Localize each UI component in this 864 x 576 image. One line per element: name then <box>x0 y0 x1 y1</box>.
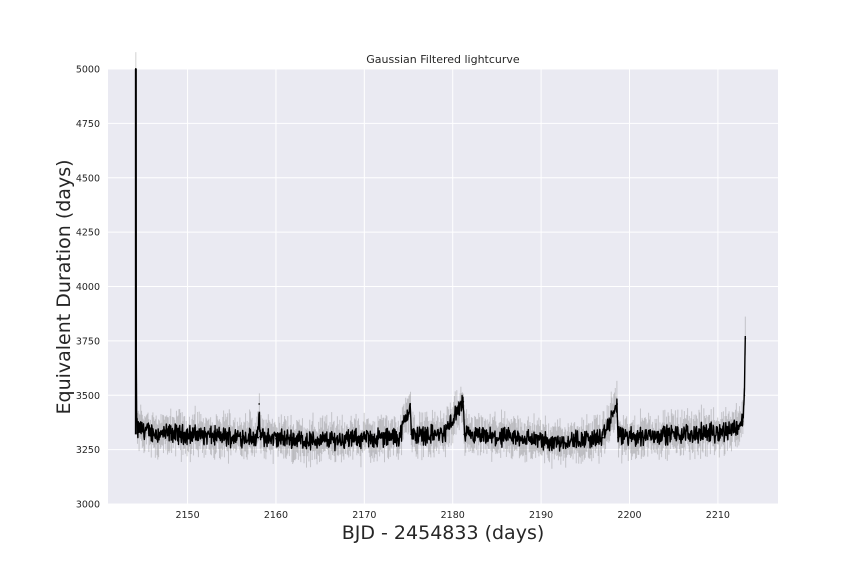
data-point <box>463 433 466 436</box>
data-point <box>135 383 138 386</box>
data-point <box>717 431 719 434</box>
data-point <box>398 435 401 438</box>
data-point <box>135 420 138 423</box>
data-point <box>646 434 648 437</box>
grid <box>108 68 778 505</box>
data-point <box>186 433 189 436</box>
data-point <box>425 433 428 436</box>
data-point <box>409 403 412 405</box>
data-point <box>222 435 224 438</box>
tick-labels: 2150 2160 2170 2180 2190 2200 2210 3000 3250 3500… <box>76 65 730 522</box>
data-point <box>734 427 737 429</box>
y-tick-label: 4750 <box>76 119 100 130</box>
data-point <box>741 420 744 423</box>
data-point <box>628 435 631 438</box>
data-point <box>743 394 746 397</box>
y-axis-label: Equivalent Duration (days) <box>53 159 75 414</box>
data-point <box>478 435 481 438</box>
data-point <box>138 427 140 429</box>
y-tick-label: 4000 <box>76 282 100 293</box>
x-tick-label: 2190 <box>529 510 553 521</box>
data-point <box>381 436 383 439</box>
data-point <box>462 400 465 403</box>
series-layer <box>134 68 747 452</box>
data-point <box>257 436 260 439</box>
data-point <box>616 403 618 405</box>
data-point <box>699 432 702 435</box>
data-point <box>275 437 277 440</box>
chart-title: Gaussian Filtered lightcurve <box>366 53 520 66</box>
data-point <box>142 429 145 431</box>
data-point <box>725 429 728 431</box>
data-point <box>345 437 348 440</box>
data-point <box>443 433 445 436</box>
y-tick-label: 3250 <box>76 445 100 456</box>
data-point <box>363 437 366 440</box>
x-tick-label: 2160 <box>264 510 288 521</box>
y-tick-label: 5000 <box>76 65 100 76</box>
data-point <box>258 403 260 405</box>
x-axis-label: BJD - 2454833 (days) <box>342 522 545 544</box>
series-line <box>135 68 746 452</box>
y-tick-label: 4500 <box>76 173 100 184</box>
x-tick-label: 2150 <box>175 510 199 521</box>
x-tick-label: 2200 <box>617 510 641 521</box>
data-point <box>464 434 466 437</box>
data-point <box>259 435 261 438</box>
data-point <box>617 436 619 439</box>
x-tick-label: 2210 <box>706 510 730 521</box>
data-point <box>496 436 498 439</box>
data-point <box>664 433 666 436</box>
data-point <box>136 431 139 434</box>
data-point <box>602 436 604 439</box>
data-point <box>618 435 620 438</box>
data-point <box>169 432 171 435</box>
y-tick-label: 3000 <box>76 500 100 511</box>
data-point <box>410 433 412 436</box>
y-tick-label: 4250 <box>76 228 100 239</box>
y-tick-label: 3500 <box>76 391 100 402</box>
data-point <box>513 436 516 439</box>
data-point <box>531 437 534 440</box>
data-point <box>239 435 242 438</box>
data-point <box>292 437 295 440</box>
data-point <box>135 68 137 70</box>
y-tick-label: 3750 <box>76 336 100 347</box>
x-tick-label: 2170 <box>352 510 376 521</box>
data-point <box>310 440 313 442</box>
data-point <box>744 337 747 340</box>
data-point <box>681 433 684 436</box>
data-point <box>549 441 551 443</box>
data-point <box>160 433 162 436</box>
data-point <box>328 439 330 441</box>
data-point <box>151 431 153 434</box>
data-point <box>566 440 569 442</box>
data-point <box>411 434 413 437</box>
data-point <box>584 437 587 440</box>
data-point <box>204 434 207 437</box>
x-tick-label: 2180 <box>441 510 465 521</box>
